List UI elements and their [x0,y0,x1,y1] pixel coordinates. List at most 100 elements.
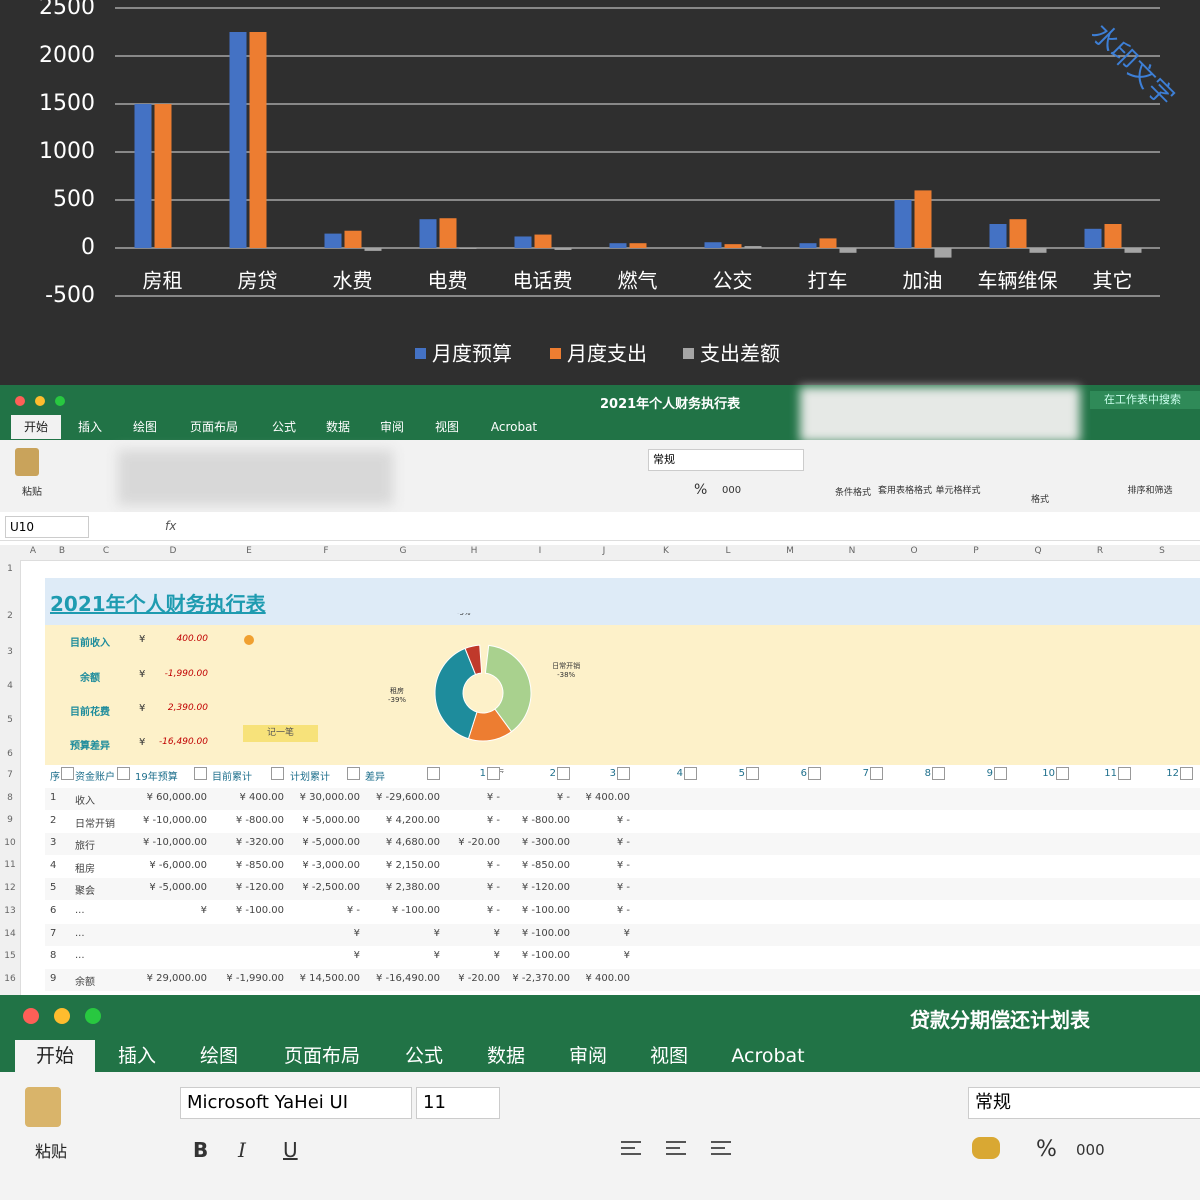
window-button[interactable] [23,1008,39,1024]
y-tick-label: 2500 [39,0,95,20]
name-box[interactable]: U10 [5,516,89,538]
filter-button[interactable] [347,767,360,780]
ribbon-tab[interactable]: 公式 [404,1045,443,1067]
ribbon-tab[interactable]: 数据 [325,420,350,434]
window-button[interactable] [15,396,25,406]
column-header: G [399,546,407,556]
ribbon-tab[interactable]: Acrobat [731,1045,805,1067]
percent-button[interactable]: % [1036,1137,1057,1162]
privacy-blur [800,387,1080,442]
paste-icon[interactable] [15,448,39,476]
thousands-button[interactable]: 000 [1076,1141,1105,1159]
bar [364,248,382,251]
ribbon-button[interactable]: 单元格样式 [935,486,981,496]
table-cell: ¥ -300.00 [521,837,570,849]
table-header: 序号 [50,772,60,783]
ribbon-tab[interactable]: 公式 [271,420,296,434]
ribbon-tab[interactable]: 视图 [434,420,459,434]
filter-button[interactable] [617,767,630,780]
size-box[interactable]: 11 [416,1087,500,1119]
ribbon-tab[interactable]: 绘图 [132,420,157,434]
row-band [45,878,1200,901]
filter-button[interactable] [427,767,440,780]
ribbon-tab[interactable]: 审阅 [379,420,404,434]
filter-button[interactable] [61,767,74,780]
ribbon-tab[interactable]: 数据 [486,1045,525,1067]
table-cell: ¥ -6,000.00 [149,859,207,871]
table-cell: ¥ 29,000.00 [146,972,207,984]
number-format-box[interactable]: 常规 [968,1087,1200,1119]
filter-button[interactable] [1056,767,1069,780]
align-icon [666,1153,686,1155]
window-button[interactable] [54,1008,70,1024]
window-button[interactable] [85,1008,101,1024]
ribbon-tab[interactable]: 绘图 [199,1045,238,1067]
table-cell: ¥ -800.00 [235,814,284,826]
ribbon-button[interactable]: 套用表格格式 [877,486,932,496]
x-tick-label: 公交 [713,269,753,293]
bar [894,200,912,248]
table-cell: ¥ - [486,882,500,894]
align-icon [711,1153,731,1155]
search-box[interactable]: 在工作表中搜索 [1090,391,1200,409]
number-format-box[interactable]: 常规 [648,449,804,471]
ribbon-tab[interactable]: 页面布局 [283,1045,360,1067]
ribbon-tab[interactable]: 开始 [15,1040,95,1072]
ribbon-tab[interactable]: Acrobat [490,420,538,434]
summary-label: 余额 [80,673,100,684]
ribbon-tab[interactable]: 页面布局 [189,420,238,434]
bold-button[interactable]: B [193,1138,209,1162]
filter-button[interactable] [487,767,500,780]
filter-button[interactable] [746,767,759,780]
filter-button[interactable] [194,767,207,780]
row-header-bar [0,560,21,995]
ribbon-button[interactable]: 格式 [1030,495,1049,505]
table-cell: ¥ - [486,814,500,826]
record-button[interactable]: 记一笔 [243,725,318,742]
column-header: O [910,546,918,556]
ribbon-tab[interactable]: 插入 [117,1045,156,1067]
italic-button[interactable]: I [238,1138,246,1162]
y-tick-label: 1500 [39,91,95,116]
percent-button[interactable]: % [694,482,708,498]
filter-button[interactable] [271,767,284,780]
ribbon-tab[interactable]: 插入 [77,420,102,434]
ribbon-tab[interactable]: 开始 [11,415,61,439]
window-button[interactable] [55,396,65,406]
bar [439,218,457,248]
table-cell: ¥ -850.00 [521,859,570,871]
underline-button[interactable]: U [283,1138,298,1162]
font-box[interactable]: Microsoft YaHei UI [180,1087,412,1119]
filter-button[interactable] [684,767,697,780]
ribbon-button[interactable]: 条件格式 [834,488,871,498]
sheet-title: 2021年个人财务执行表 [50,592,266,616]
paste-icon[interactable] [25,1087,61,1127]
row-band [45,788,1200,810]
ribbon-tab[interactable]: 视图 [649,1045,688,1067]
align-icon [711,1141,731,1143]
column-header: M [786,546,794,556]
y-tick-label: 2000 [39,43,95,68]
table-cell: ¥ - [616,859,630,871]
legend-label: 月度预算 [432,342,512,366]
filter-button[interactable] [932,767,945,780]
window-button[interactable] [35,396,45,406]
table-cell: 余额 [75,976,95,988]
row-header: 3 [7,647,13,657]
filter-button[interactable] [1118,767,1131,780]
filter-button[interactable] [1180,767,1193,780]
filter-button[interactable] [870,767,883,780]
chart-background [0,0,1200,385]
table-cell: ¥ -100.00 [235,905,284,916]
filter-button[interactable] [808,767,821,780]
table-cell: 6 [50,905,57,916]
coins-icon [972,1137,1000,1159]
filter-button[interactable] [994,767,1007,780]
table-header: 12 [1166,768,1179,779]
filter-button[interactable] [557,767,570,780]
filter-button[interactable] [117,767,130,780]
row-header: 5 [7,715,13,725]
thousands-button[interactable]: 000 [722,485,742,496]
ribbon-tab[interactable]: 审阅 [568,1045,607,1067]
ribbon-button[interactable]: 排序和筛选 [1127,486,1173,496]
